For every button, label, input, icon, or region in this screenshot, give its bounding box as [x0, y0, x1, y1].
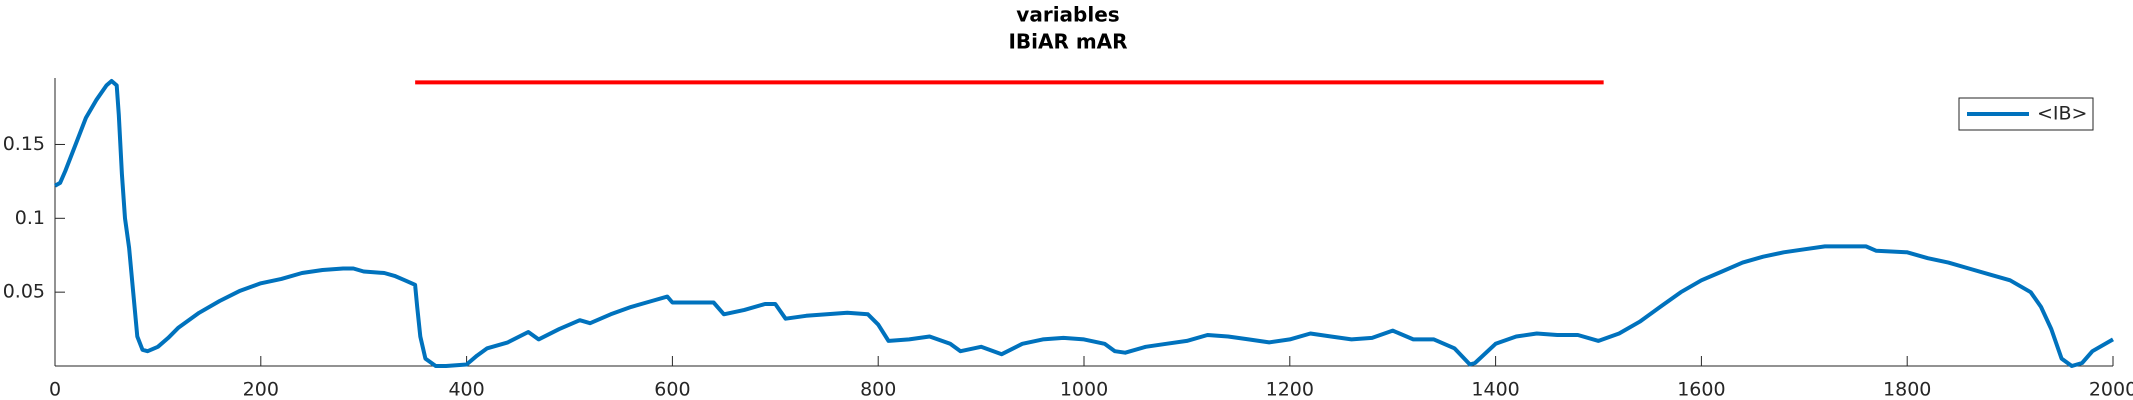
x-tick-label: 1800 [1883, 379, 1931, 400]
x-tick-label: 400 [448, 379, 484, 400]
x-tick-label: 600 [654, 379, 690, 400]
y-tick-label: 0.05 [3, 281, 45, 303]
chart-subtitle: IBiAR mAR [1008, 30, 1127, 54]
x-tick-label: 1400 [1471, 379, 1519, 400]
legend-label: <IB> [2037, 103, 2087, 125]
x-tick-label: 1200 [1266, 379, 1314, 400]
data-line [54, 79, 2114, 368]
y-tick-label: 0.15 [3, 133, 45, 155]
x-tick-label: 200 [243, 379, 279, 400]
x-tick-label: 1000 [1060, 379, 1108, 400]
x-tick-label: 1600 [1677, 379, 1725, 400]
chart-title: variables [1016, 3, 1119, 27]
y-tick-label: 0.1 [15, 207, 45, 229]
x-tick-label: 0 [49, 379, 61, 400]
x-tick-label: 2000 [2089, 379, 2133, 400]
x-tick-label: 800 [860, 379, 896, 400]
